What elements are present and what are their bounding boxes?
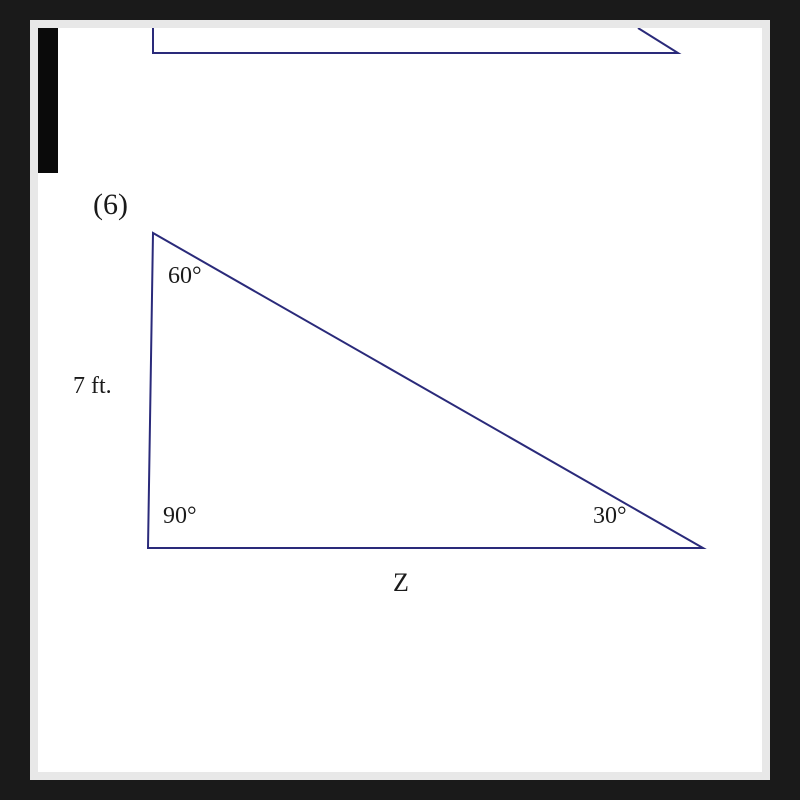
previous-figure-fragment — [138, 28, 718, 68]
problem-number: (6) — [93, 188, 128, 222]
side-label-z: Z — [393, 568, 409, 598]
angle-label-60: 60° — [168, 263, 202, 290]
dark-edge-fragment — [38, 28, 58, 173]
angle-label-90: 90° — [163, 503, 197, 530]
angle-label-30: 30° — [593, 503, 627, 530]
page-outer: (6) 60° 7 ft. 90° 30° Z — [30, 20, 770, 780]
side-label-7ft: 7 ft. — [73, 373, 112, 400]
page-surface: (6) 60° 7 ft. 90° 30° Z — [38, 28, 762, 772]
